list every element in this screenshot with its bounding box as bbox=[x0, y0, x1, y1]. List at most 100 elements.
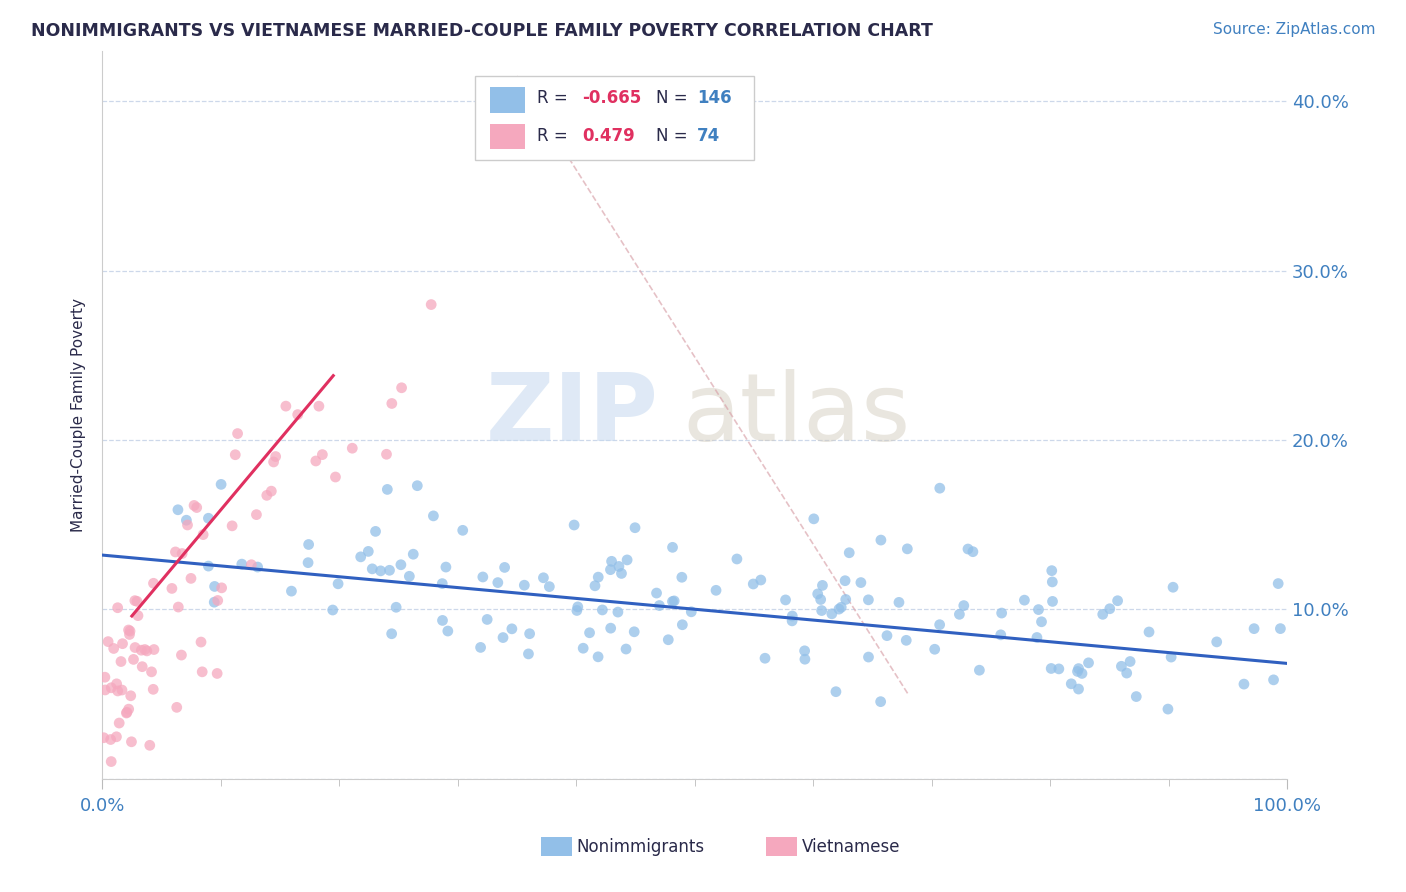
Point bbox=[120, 735, 142, 749]
Point bbox=[671, 617, 693, 632]
Point bbox=[1077, 656, 1099, 670]
Point bbox=[661, 541, 683, 555]
Point bbox=[513, 578, 536, 592]
Point bbox=[807, 587, 830, 601]
Point bbox=[870, 533, 893, 547]
Point bbox=[1098, 601, 1121, 615]
Point bbox=[118, 624, 141, 638]
Point bbox=[166, 700, 188, 714]
Point bbox=[648, 599, 671, 613]
Point bbox=[434, 560, 457, 574]
Point bbox=[591, 603, 613, 617]
Point bbox=[1115, 666, 1137, 681]
Point bbox=[1066, 665, 1088, 679]
Point bbox=[381, 626, 404, 640]
Point bbox=[221, 519, 243, 533]
Point bbox=[432, 576, 454, 591]
Point bbox=[830, 600, 852, 615]
Point bbox=[107, 600, 129, 615]
Point bbox=[657, 632, 679, 647]
Point bbox=[308, 399, 330, 413]
Point bbox=[391, 381, 413, 395]
Point bbox=[835, 592, 858, 607]
Point bbox=[125, 594, 148, 608]
Point bbox=[896, 633, 918, 648]
Text: R =: R = bbox=[537, 127, 574, 145]
Point bbox=[825, 684, 848, 698]
Point bbox=[100, 681, 122, 695]
Point bbox=[1047, 662, 1070, 676]
Point bbox=[176, 513, 198, 527]
Text: 0.479: 0.479 bbox=[582, 127, 636, 145]
Point bbox=[94, 682, 117, 697]
Point bbox=[956, 542, 979, 557]
Point bbox=[492, 631, 515, 645]
Point bbox=[190, 635, 212, 649]
Point bbox=[167, 502, 190, 516]
Point bbox=[858, 592, 880, 607]
Point bbox=[869, 695, 891, 709]
Point bbox=[1040, 564, 1063, 578]
Point bbox=[1119, 655, 1142, 669]
Point bbox=[111, 637, 134, 651]
Point bbox=[381, 396, 404, 410]
Point bbox=[406, 478, 429, 492]
Point bbox=[143, 642, 166, 657]
Point bbox=[105, 730, 128, 744]
Point bbox=[263, 455, 285, 469]
Point bbox=[103, 641, 125, 656]
Point bbox=[197, 559, 219, 574]
Point bbox=[256, 488, 278, 502]
Point bbox=[1243, 622, 1265, 636]
Point bbox=[420, 297, 443, 311]
Point bbox=[287, 408, 309, 422]
Point bbox=[671, 570, 693, 584]
Point bbox=[810, 592, 832, 607]
Point bbox=[1267, 576, 1289, 591]
Point bbox=[1263, 673, 1285, 687]
Point bbox=[486, 575, 509, 590]
Point bbox=[616, 553, 638, 567]
Point bbox=[97, 634, 120, 648]
Point bbox=[924, 642, 946, 657]
Point bbox=[782, 609, 804, 624]
Point bbox=[231, 557, 253, 571]
Point bbox=[586, 570, 609, 584]
Point bbox=[896, 541, 918, 556]
Point bbox=[704, 583, 727, 598]
Point bbox=[311, 448, 333, 462]
Point bbox=[661, 594, 683, 608]
Point bbox=[122, 652, 145, 666]
Point bbox=[793, 652, 815, 666]
Point bbox=[599, 621, 621, 635]
Point bbox=[952, 599, 974, 613]
Point bbox=[1067, 662, 1090, 676]
Point bbox=[120, 689, 142, 703]
Point bbox=[600, 554, 623, 568]
Point bbox=[207, 593, 229, 607]
Point bbox=[876, 629, 898, 643]
Point bbox=[110, 655, 132, 669]
Point bbox=[849, 575, 872, 590]
Point bbox=[280, 584, 302, 599]
Point bbox=[1091, 607, 1114, 622]
Point bbox=[599, 563, 621, 577]
Point bbox=[948, 607, 970, 622]
Point bbox=[610, 566, 633, 581]
Point bbox=[375, 483, 398, 497]
Point bbox=[624, 521, 647, 535]
Point bbox=[572, 641, 595, 656]
Point bbox=[742, 577, 765, 591]
Text: R =: R = bbox=[537, 89, 574, 107]
Point bbox=[810, 603, 832, 617]
Point bbox=[565, 603, 588, 617]
Text: -0.665: -0.665 bbox=[582, 89, 641, 107]
Point bbox=[614, 642, 637, 657]
Point bbox=[1205, 635, 1227, 649]
Point bbox=[803, 512, 825, 526]
Point bbox=[135, 644, 157, 658]
Point bbox=[821, 607, 844, 621]
Point bbox=[115, 706, 138, 720]
Point bbox=[191, 665, 214, 679]
Point bbox=[1107, 593, 1129, 607]
